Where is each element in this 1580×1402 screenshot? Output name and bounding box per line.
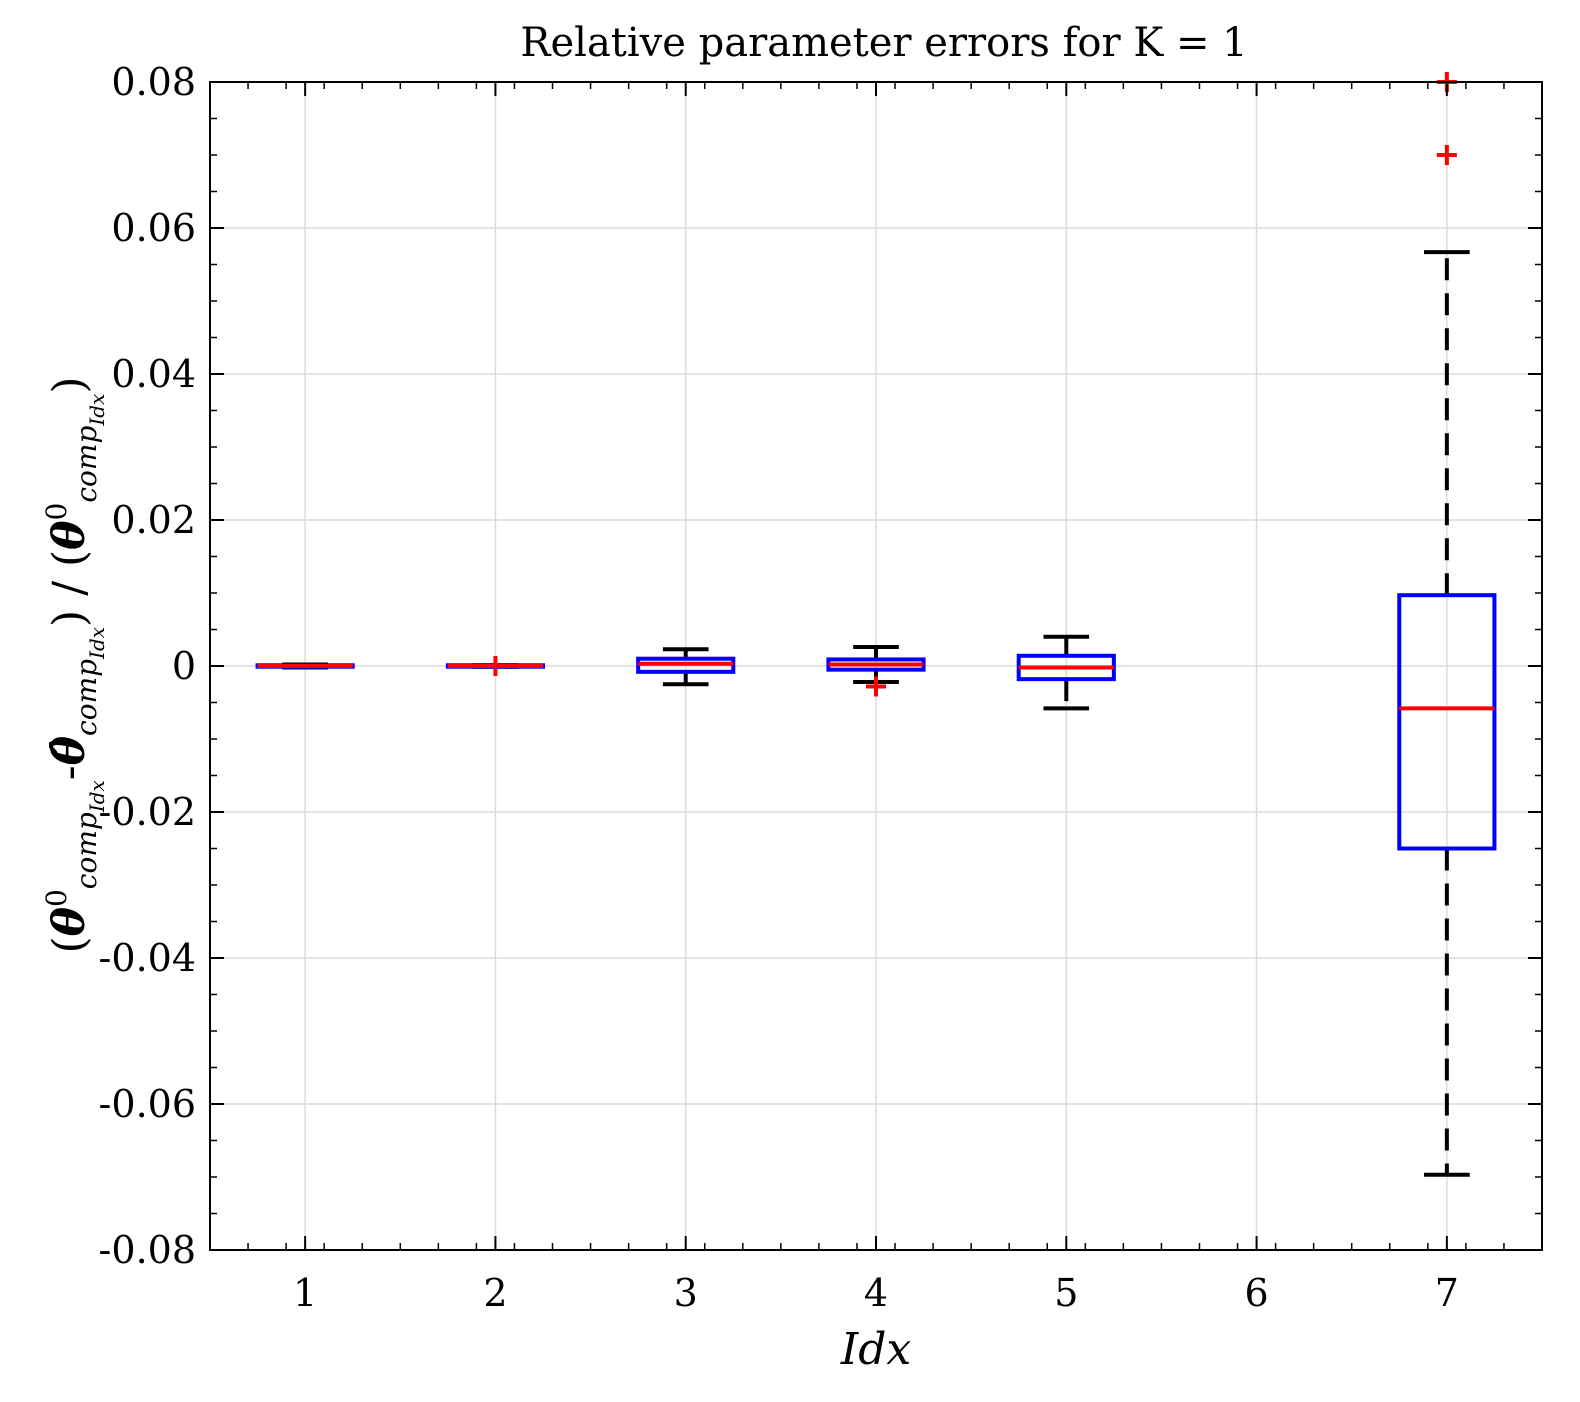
y-label-sub-idx: Idx bbox=[85, 780, 109, 813]
x-tick-label: 5 bbox=[1054, 1271, 1078, 1315]
y-tick-label: 0.02 bbox=[111, 498, 196, 542]
tick-label-layer: -0.08 -0.06 -0.04 -0.02 0 0.02 0.04 0.06 0.08 1 2 3… bbox=[99, 60, 1459, 1315]
y-axis-label: (θ0compIdx-θ̂compIdx) / (θ0compIdx) bbox=[40, 376, 109, 953]
y-tick-label: 0.04 bbox=[111, 352, 196, 396]
y-label-sub-idx-3: Idx bbox=[85, 394, 109, 427]
outlier-marker bbox=[485, 656, 506, 676]
y-label-sup-zero: 0 bbox=[40, 889, 73, 907]
x-tick-label: 6 bbox=[1244, 1271, 1268, 1315]
box-group-2 bbox=[445, 656, 546, 676]
y-tick-label: 0 bbox=[172, 644, 196, 688]
y-label-theta: θ bbox=[44, 906, 95, 936]
x-axis-label: Idx bbox=[840, 1324, 912, 1375]
y-label-sup-zero-2: 0 bbox=[40, 503, 73, 521]
y-label-theta-hat: θ̂ bbox=[44, 735, 95, 765]
y-label-close-paren: ) bbox=[44, 376, 95, 393]
y-label-sub-idx-2: Idx bbox=[85, 627, 109, 660]
box-layer bbox=[255, 72, 1497, 1177]
box-group-3 bbox=[636, 647, 736, 687]
x-tick-label: 4 bbox=[864, 1271, 888, 1315]
chart-title: Relative parameter errors for K = 1 bbox=[520, 20, 1247, 66]
y-tick-label: 0.08 bbox=[111, 60, 196, 104]
outlier-marker bbox=[866, 676, 886, 697]
y-label-close-slash-open: ) / ( bbox=[44, 550, 95, 627]
x-tick-label: 1 bbox=[293, 1271, 317, 1315]
outlier-marker bbox=[1436, 145, 1457, 165]
box-group-1 bbox=[255, 662, 355, 670]
box-group-4 bbox=[826, 645, 926, 697]
y-tick-label: -0.02 bbox=[99, 790, 196, 834]
box-group-7 bbox=[1397, 72, 1497, 1177]
y-label-sub-comp-2: comp bbox=[70, 659, 103, 736]
y-tick-label: -0.04 bbox=[99, 936, 196, 980]
y-tick-label: 0.06 bbox=[111, 206, 196, 250]
y-label-minus: - bbox=[44, 765, 95, 780]
x-tick-label: 7 bbox=[1435, 1271, 1459, 1315]
y-label-sub-comp-3: comp bbox=[70, 426, 103, 503]
x-tick-label: 2 bbox=[483, 1271, 507, 1315]
y-tick-label: -0.08 bbox=[99, 1228, 196, 1272]
tick-layer bbox=[209, 81, 1543, 1251]
y-label-open-paren: ( bbox=[44, 936, 95, 953]
y-tick-label: -0.06 bbox=[99, 1082, 196, 1126]
y-label-theta-2: θ bbox=[44, 520, 95, 550]
box bbox=[1397, 593, 1497, 851]
box-group-5 bbox=[1016, 634, 1116, 711]
y-label-sub-comp: comp bbox=[70, 812, 103, 889]
svg-text:(θ0compIdx-θ̂compIdx) / (θ0com: (θ0compIdx-θ̂compIdx) / (θ0compIdx) bbox=[40, 376, 109, 953]
x-tick-label: 3 bbox=[674, 1271, 698, 1315]
